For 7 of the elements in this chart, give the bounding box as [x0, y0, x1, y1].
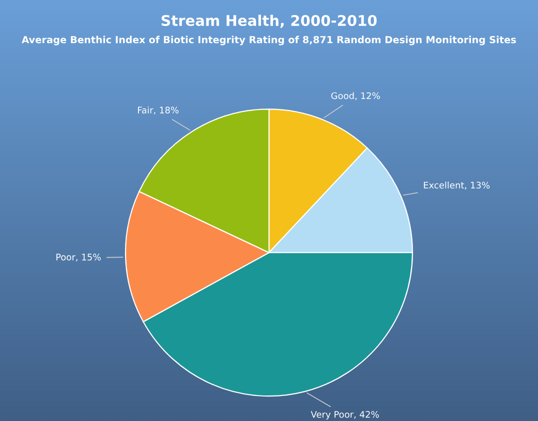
- chart-subtitle: Average Benthic Index of Biotic Integrity Rating of 8,871 Random Design Monitoring Sites: [22, 36, 516, 46]
- slice-label: Good, 12%: [331, 92, 380, 100]
- slice-label: Excellent, 13%: [424, 182, 490, 190]
- chart-title: Stream Health, 2000-2010: [162, 14, 377, 28]
- slice-label: Fair, 18%: [138, 106, 179, 114]
- slice-label: Poor, 15%: [56, 254, 101, 262]
- slice-label: Very Poor, 42%: [310, 410, 379, 420]
